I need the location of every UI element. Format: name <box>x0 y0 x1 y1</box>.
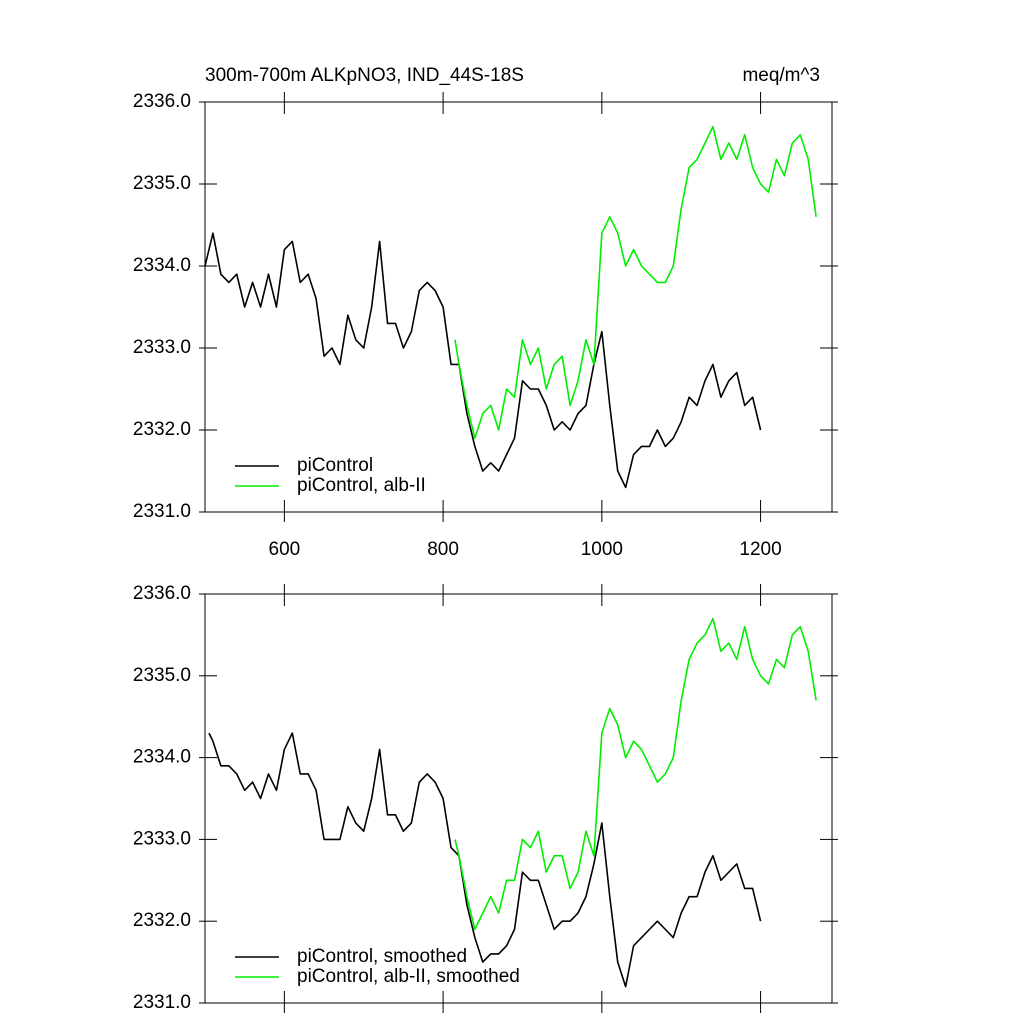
y-tick-label: 2332.0 <box>133 910 191 931</box>
chart-title: 300m-700m ALKpNO3, IND_44S-18S <box>205 65 524 86</box>
y-tick-label: 2334.0 <box>133 255 191 276</box>
y-tick-label: 2335.0 <box>133 665 191 686</box>
legend-label: piControl, smoothed <box>297 946 467 967</box>
plot-frame <box>204 593 833 1004</box>
y-tick-label: 2331.0 <box>133 992 191 1013</box>
plot-frame <box>204 101 833 513</box>
y-tick-label: 2333.0 <box>133 337 191 358</box>
y-tick-label: 2336.0 <box>133 91 191 112</box>
series-line <box>204 232 762 489</box>
series-line <box>454 125 817 439</box>
x-tick-label: 800 <box>427 539 459 560</box>
x-tick-label: 600 <box>269 539 301 560</box>
y-tick-label: 2336.0 <box>133 583 191 604</box>
y-tick-label: 2335.0 <box>133 173 191 194</box>
units-label: meq/m^3 <box>742 65 820 86</box>
legend-label: piControl <box>297 455 373 476</box>
x-tick-label: 1200 <box>739 539 781 560</box>
legend-label: piControl, alb-II, smoothed <box>297 966 520 987</box>
legend-label: piControl, alb-II <box>297 475 426 496</box>
y-tick-label: 2331.0 <box>133 501 191 522</box>
y-tick-label: 2333.0 <box>133 828 191 849</box>
y-tick-label: 2332.0 <box>133 419 191 440</box>
series-line <box>454 617 817 931</box>
x-tick-label: 1000 <box>581 539 623 560</box>
y-tick-label: 2334.0 <box>133 747 191 768</box>
series-line <box>208 732 762 988</box>
